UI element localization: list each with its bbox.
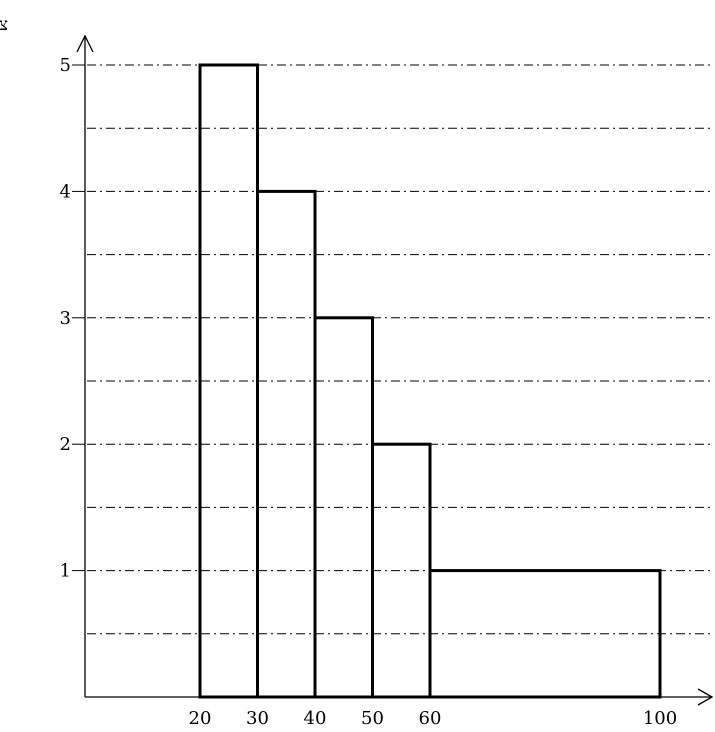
y-tick-labels: 1 2 3 4 5 <box>60 55 85 582</box>
y-axis-label: צפיפות <box>0 15 8 35</box>
x-tick-label: 50 <box>361 708 384 729</box>
y-tick-label: 3 <box>60 308 71 329</box>
y-tick-label: 5 <box>60 55 71 76</box>
y-tick-label: 2 <box>60 434 71 455</box>
x-axis-arrow <box>697 688 714 706</box>
y-axis-arrow <box>76 34 94 53</box>
y-tick-label: 4 <box>60 181 71 202</box>
axes <box>76 34 714 706</box>
x-tick-label: 30 <box>246 708 269 729</box>
x-tick-label: 100 <box>643 708 677 729</box>
x-tick-labels: 20 30 40 50 60 100 <box>189 708 678 729</box>
grid-lines <box>87 64 712 635</box>
x-tick-label: 60 <box>419 708 442 729</box>
x-tick-label: 20 <box>189 708 212 729</box>
x-tick-label: 40 <box>304 708 327 729</box>
y-tick-label: 1 <box>60 561 71 582</box>
histogram-bar <box>371 442 432 699</box>
